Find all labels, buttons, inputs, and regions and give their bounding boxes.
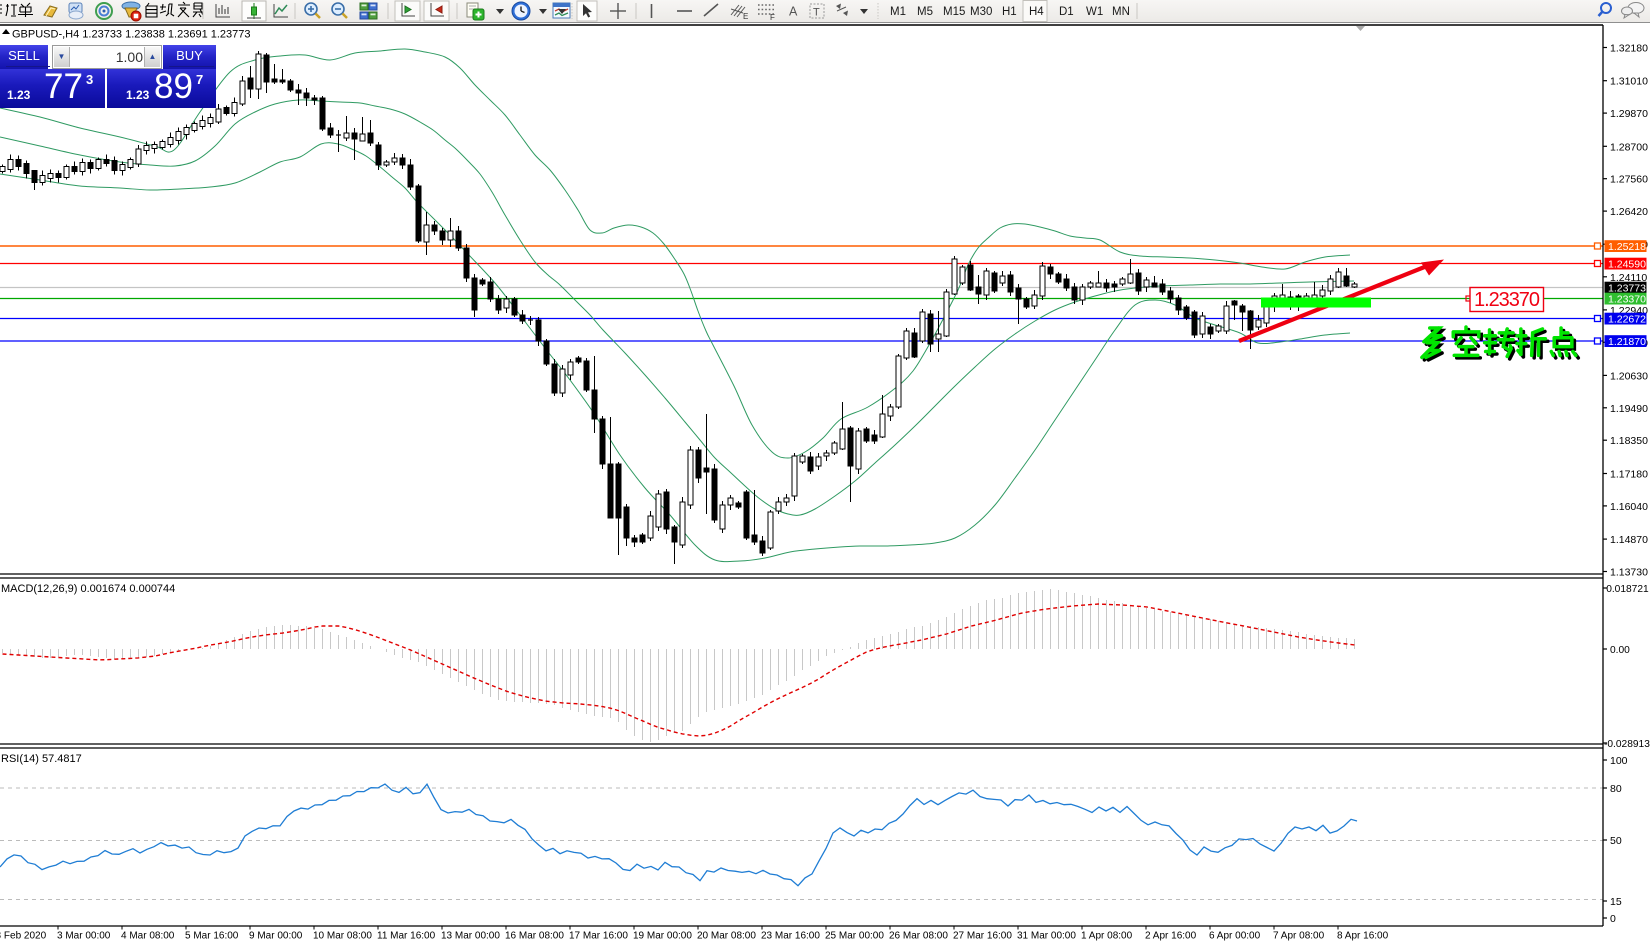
svg-text:F: F <box>770 13 775 22</box>
svg-text:8 Apr 16:00: 8 Apr 16:00 <box>1337 931 1389 942</box>
svg-text:1.31010: 1.31010 <box>1610 76 1648 88</box>
svg-text:6 Apr 00:00: 6 Apr 00:00 <box>1209 931 1261 942</box>
svg-text:1.23370: 1.23370 <box>1474 289 1540 311</box>
svg-text:0.00: 0.00 <box>1610 645 1630 656</box>
svg-text:0.018721: 0.018721 <box>1606 584 1649 595</box>
svg-text:4 Mar 08:00: 4 Mar 08:00 <box>121 931 175 942</box>
svg-text:1.17180: 1.17180 <box>1610 469 1648 481</box>
svg-text:1.27560: 1.27560 <box>1610 174 1648 186</box>
svg-text:10 Mar 08:00: 10 Mar 08:00 <box>313 931 372 942</box>
svg-text:1.28700: 1.28700 <box>1610 141 1648 153</box>
svg-text:27 Mar 16:00: 27 Mar 16:00 <box>953 931 1012 942</box>
svg-text:1.16040: 1.16040 <box>1610 501 1648 513</box>
svg-text:17 Mar 16:00: 17 Mar 16:00 <box>569 931 628 942</box>
svg-text:9 Mar 00:00: 9 Mar 00:00 <box>249 931 303 942</box>
svg-text:1 Apr 08:00: 1 Apr 08:00 <box>1081 931 1133 942</box>
svg-text:MN: MN <box>1112 6 1130 18</box>
svg-text:M15: M15 <box>943 6 965 18</box>
svg-text:5 Mar 16:00: 5 Mar 16:00 <box>185 931 239 942</box>
svg-text:31 Mar 00:00: 31 Mar 00:00 <box>1017 931 1076 942</box>
svg-text:50: 50 <box>1610 835 1622 847</box>
svg-text:1.26420: 1.26420 <box>1610 206 1648 218</box>
svg-text:H1: H1 <box>1002 6 1017 18</box>
svg-text:E: E <box>743 12 748 21</box>
svg-text:1.22672: 1.22672 <box>1608 314 1646 326</box>
svg-text:25 Mar 00:00: 25 Mar 00:00 <box>825 931 884 942</box>
svg-text:1.21870: 1.21870 <box>1608 336 1646 348</box>
svg-text:1.25218: 1.25218 <box>1608 241 1646 253</box>
svg-text:20 Mar 08:00: 20 Mar 08:00 <box>697 931 756 942</box>
svg-text:MACD(12,26,9) 0.001674 0.00074: MACD(12,26,9) 0.001674 0.000744 <box>1 583 175 595</box>
svg-text:1.23773: 1.23773 <box>1608 283 1646 295</box>
svg-text:RSI(14) 57.4817: RSI(14) 57.4817 <box>1 753 82 765</box>
svg-text:0: 0 <box>1610 913 1616 925</box>
svg-text:2 Apr 16:00: 2 Apr 16:00 <box>1145 931 1197 942</box>
svg-text:19 Mar 00:00: 19 Mar 00:00 <box>633 931 692 942</box>
svg-text:T: T <box>813 7 820 19</box>
svg-text:15: 15 <box>1610 896 1622 908</box>
svg-text:-0.028913: -0.028913 <box>1604 739 1650 750</box>
svg-text:11 Mar 16:00: 11 Mar 16:00 <box>377 931 436 942</box>
svg-text:M1: M1 <box>890 6 906 18</box>
svg-text:3 Mar 00:00: 3 Mar 00:00 <box>57 931 111 942</box>
svg-text:1.32180: 1.32180 <box>1610 43 1648 55</box>
svg-text:H4: H4 <box>1029 6 1044 18</box>
svg-text:1.20630: 1.20630 <box>1610 370 1648 382</box>
svg-text:A: A <box>789 5 798 19</box>
svg-text:28 Feb 2020: 28 Feb 2020 <box>0 931 47 942</box>
svg-text:26 Mar 08:00: 26 Mar 08:00 <box>889 931 948 942</box>
svg-text:D1: D1 <box>1059 6 1074 18</box>
svg-text:1.24110: 1.24110 <box>1610 272 1647 284</box>
svg-text:1.24590: 1.24590 <box>1608 259 1646 271</box>
svg-text:1.29870: 1.29870 <box>1610 108 1648 120</box>
svg-text:16 Mar 08:00: 16 Mar 08:00 <box>505 931 564 942</box>
svg-text:1.18350: 1.18350 <box>1610 435 1648 447</box>
svg-text:1.19490: 1.19490 <box>1610 403 1648 415</box>
svg-text:W1: W1 <box>1086 6 1103 18</box>
svg-text:1.23370: 1.23370 <box>1608 294 1646 306</box>
svg-text:100: 100 <box>1610 755 1628 767</box>
svg-text:80: 80 <box>1610 783 1622 795</box>
svg-text:M5: M5 <box>917 6 933 18</box>
svg-text:1.13730: 1.13730 <box>1610 567 1648 579</box>
svg-text:23 Mar 16:00: 23 Mar 16:00 <box>761 931 820 942</box>
svg-text:M30: M30 <box>970 6 992 18</box>
svg-text:13 Mar 00:00: 13 Mar 00:00 <box>441 931 500 942</box>
svg-text:GBPUSD-,H4 1.23733 1.23838 1.: GBPUSD-,H4 1.23733 1.23838 1.23691 1.237… <box>12 29 251 41</box>
svg-text:7 Apr 08:00: 7 Apr 08:00 <box>1273 931 1325 942</box>
svg-text:1.14870: 1.14870 <box>1610 534 1648 546</box>
